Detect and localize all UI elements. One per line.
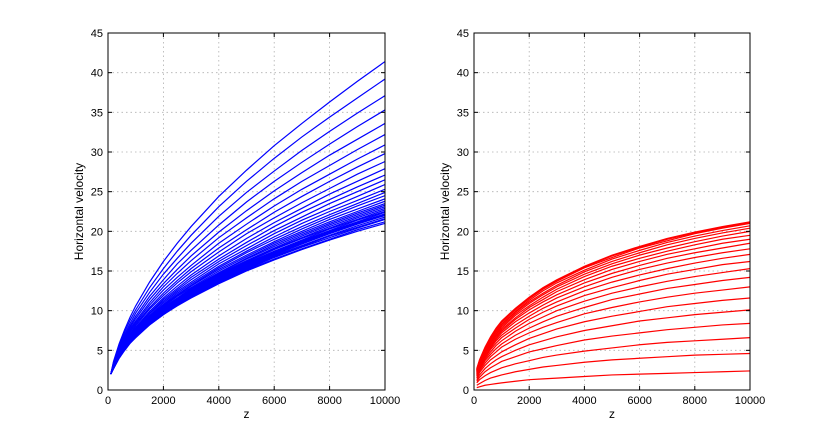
series-line-2 xyxy=(476,352,750,386)
y-tick-label: 25 xyxy=(457,187,469,199)
x-tick-label: 8000 xyxy=(317,395,341,407)
x-tick-label: 2000 xyxy=(151,395,175,407)
x-tick-label: 0 xyxy=(105,395,111,407)
y-tick-label: 15 xyxy=(91,266,103,278)
y-axis-label: Horizontal velocity xyxy=(438,163,452,260)
series-line-18 xyxy=(476,225,750,371)
y-tick-label: 15 xyxy=(457,266,469,278)
chart-panel-2: 0 2000 4000 6000 8000 10000 0 5 10 15 20 25 30 35 40 45… xyxy=(438,28,765,421)
y-tick-label: 5 xyxy=(463,345,469,357)
chart-panel-1: 0 2000 4000 6000 8000 10000 0 5 10 15 20 25 30 35 40 45… xyxy=(72,28,400,421)
x-tick-label: 4000 xyxy=(207,395,231,407)
x-tick-label: 4000 xyxy=(572,395,596,407)
series-line-16 xyxy=(476,230,750,372)
y-tick-label: 40 xyxy=(457,68,469,80)
series-line-1 xyxy=(476,370,750,389)
y-tick-label: 30 xyxy=(457,147,469,159)
x-axis-label: z xyxy=(244,407,250,421)
y-tick-label: 10 xyxy=(91,306,103,318)
series-group xyxy=(110,61,385,375)
series-line-8 xyxy=(476,276,750,376)
series-line-7 xyxy=(110,144,385,375)
y-tick-label: 35 xyxy=(91,107,103,119)
series-line-12 xyxy=(476,248,750,373)
series-line-13 xyxy=(476,242,750,372)
y-tick-label: 45 xyxy=(457,28,469,40)
y-tick-label: 35 xyxy=(457,107,469,119)
x-tick-label: 2000 xyxy=(517,395,541,407)
series-line-9 xyxy=(476,268,750,376)
y-tick-label: 0 xyxy=(463,385,469,397)
series-line-21 xyxy=(476,221,750,369)
axes-frame xyxy=(473,32,751,391)
x-tick-label: 8000 xyxy=(683,395,707,407)
y-tick-label: 5 xyxy=(97,345,103,357)
x-tick-label: 10000 xyxy=(370,395,401,407)
y-tick-label: 0 xyxy=(97,385,103,397)
x-tick-label: 6000 xyxy=(262,395,286,407)
y-tick-label: 25 xyxy=(91,187,103,199)
series-group xyxy=(476,221,750,389)
series-line-7 xyxy=(476,286,750,377)
y-tick-label: 20 xyxy=(457,226,469,238)
y-tick-label: 45 xyxy=(91,28,103,40)
series-line-2 xyxy=(110,78,385,375)
x-axis-label: z xyxy=(609,407,615,421)
series-line-5 xyxy=(476,309,750,380)
y-tick-label: 10 xyxy=(457,306,469,318)
series-line-11 xyxy=(476,253,750,374)
series-line-10 xyxy=(476,260,750,375)
series-line-1 xyxy=(110,61,385,375)
y-tick-label: 40 xyxy=(91,68,103,80)
axes-frame xyxy=(107,32,386,391)
x-tick-label: 10000 xyxy=(735,395,766,407)
x-tick-label: 0 xyxy=(471,395,477,407)
series-line-11 xyxy=(110,174,385,375)
y-axis-label: Horizontal velocity xyxy=(72,163,86,260)
series-line-4 xyxy=(476,322,750,382)
series-line-6 xyxy=(476,297,750,379)
series-line-5 xyxy=(110,122,385,375)
series-line-3 xyxy=(110,95,385,375)
y-tick-label: 20 xyxy=(91,226,103,238)
series-line-3 xyxy=(476,337,750,384)
x-tick-label: 6000 xyxy=(627,395,651,407)
series-line-33 xyxy=(110,222,385,375)
y-tick-label: 30 xyxy=(91,147,103,159)
